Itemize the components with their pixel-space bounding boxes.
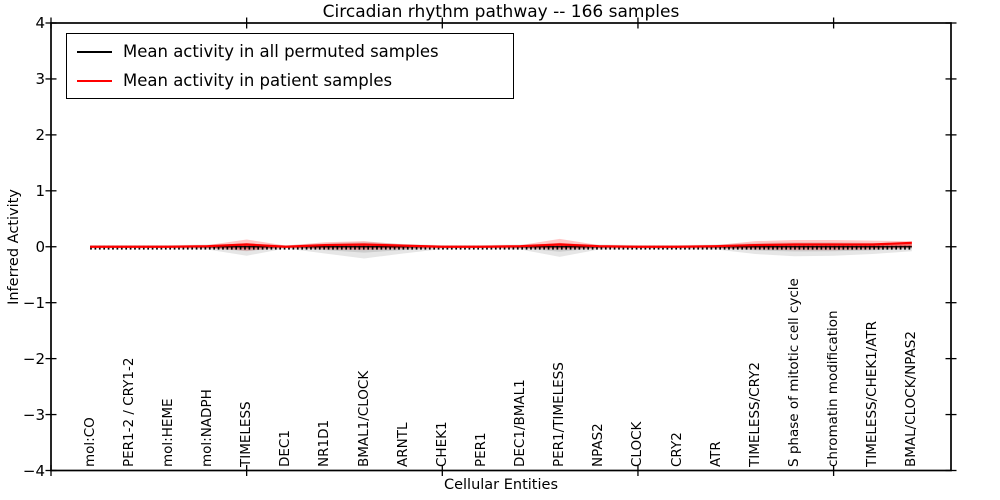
patient-mean-line <box>90 241 912 248</box>
x-category-label: TIMELESS/CHEK1/ATR <box>864 320 881 467</box>
patient-line-swatch <box>77 79 112 82</box>
y-tick-label: 4 <box>35 14 45 32</box>
y-tick-label: 0 <box>35 237 45 256</box>
y-tick-label: −2 <box>22 349 45 368</box>
x-category-label: S phase of mitotic cell cycle <box>785 277 802 467</box>
y-tick-label: 3 <box>35 69 45 88</box>
x-category-label: PER1-2 / CRY1-2 <box>120 357 137 467</box>
legend-label-patient: Mean activity in patient samples <box>123 71 393 90</box>
legend-item-patient: Mean activity in patient samples <box>77 66 513 95</box>
legend: Mean activity in all permuted samples Me… <box>66 33 514 99</box>
x-category-label: CHEK1 <box>433 420 450 467</box>
x-category-label: BMAL1/CLOCK <box>355 370 372 467</box>
x-category-label: CRY2 <box>668 431 685 467</box>
x-category-label: NPAS2 <box>590 422 607 467</box>
y-tick-label: −1 <box>22 293 45 312</box>
x-category-label: DEC1/BMAL1 <box>512 378 529 467</box>
x-category-label: TIMELESS <box>238 400 255 467</box>
chart-title: Circadian rhythm pathway -- 166 samples <box>322 2 680 22</box>
x-category-label: PER1 <box>472 431 489 467</box>
legend-label-permuted: Mean activity in all permuted samples <box>123 42 439 61</box>
permuted-line-swatch <box>77 50 112 53</box>
x-category-label: PER1/TIMELESS <box>551 361 568 467</box>
x-category-label: ARNTL <box>394 422 411 467</box>
y-tick-label: −4 <box>22 461 45 480</box>
x-category-label: ATR <box>707 440 724 467</box>
x-category-label: mol:CO <box>81 416 98 467</box>
x-axis-label: Cellular Entities <box>443 477 559 493</box>
legend-item-permuted: Mean activity in all permuted samples <box>77 37 513 66</box>
y-tick-label: −3 <box>22 405 45 424</box>
x-category-label: BMAL/CLOCK/NPAS2 <box>903 330 920 467</box>
x-category-label: TIMELESS/CRY2 <box>746 361 763 467</box>
x-category-label: chromatin modification <box>825 309 842 467</box>
x-category-label: NR1D1 <box>316 419 333 467</box>
y-tick-label: 1 <box>35 181 45 200</box>
x-category-label: mol:HEME <box>159 397 176 467</box>
y-tick-label: 2 <box>35 125 45 144</box>
x-category-label: CLOCK <box>629 421 646 467</box>
x-category-label: mol:NADPH <box>199 388 216 467</box>
x-category-label: DEC1 <box>277 429 294 467</box>
